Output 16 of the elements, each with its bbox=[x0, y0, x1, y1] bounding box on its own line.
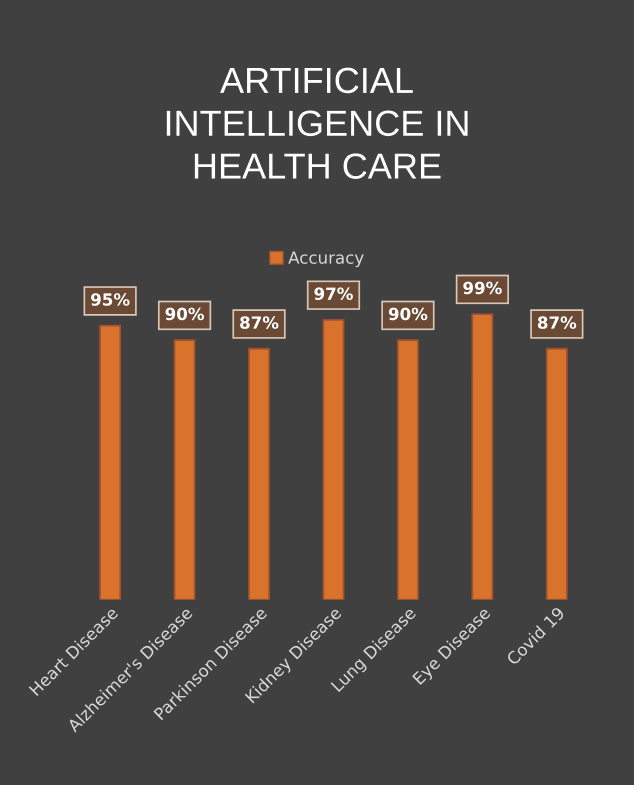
bar bbox=[472, 313, 494, 600]
data-label: 87% bbox=[240, 316, 278, 329]
data-label: 87% bbox=[538, 316, 576, 329]
data-label: 90% bbox=[388, 308, 428, 320]
chart-title: ARTIFICIAL INTELLIGENCE IN HEALTH CARE bbox=[166, 68, 468, 179]
bar bbox=[99, 324, 122, 600]
data-label: 99% bbox=[463, 282, 502, 294]
bar bbox=[397, 339, 419, 600]
data-label: 95% bbox=[91, 293, 130, 306]
bar bbox=[322, 319, 344, 600]
bar bbox=[174, 339, 196, 600]
bar bbox=[248, 348, 270, 600]
legend-label: Accuracy bbox=[288, 252, 364, 268]
data-label: 90% bbox=[166, 308, 204, 320]
bar bbox=[546, 348, 568, 600]
data-label: 97% bbox=[314, 287, 353, 300]
